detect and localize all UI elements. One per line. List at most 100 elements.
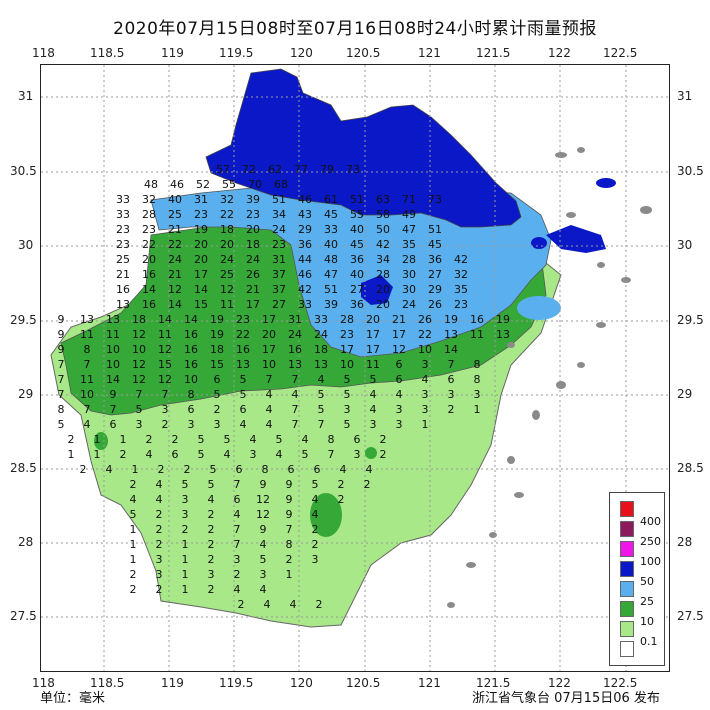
rainfall-value: 2 (338, 478, 345, 491)
rainfall-value: 9 (286, 508, 293, 521)
publisher-label: 浙江省气象台 07月15日06 发布 (472, 691, 660, 706)
rainfall-value: 2 (130, 568, 137, 581)
rainfall-value: 7 (84, 403, 91, 416)
rainfall-value: 2 (158, 463, 165, 476)
rainfall-value: 12 (158, 373, 172, 386)
rainfall-value: 17 (262, 313, 276, 326)
rainfall-value: 2 (448, 403, 455, 416)
rainfall-value: 3 (448, 388, 455, 401)
rainfall-value: 14 (194, 283, 208, 296)
rainfall-value: 24 (288, 328, 302, 341)
rainfall-value: 12 (256, 508, 270, 521)
rainfall-value: 55 (222, 178, 236, 191)
rainfall-value: 35 (454, 283, 468, 296)
rainfall-value: 25 (220, 268, 234, 281)
rainfall-value: 20 (194, 238, 208, 251)
rainfall-value: 4 (264, 598, 271, 611)
rainfall-value: 36 (428, 253, 442, 266)
rainfall-value: 2 (120, 448, 127, 461)
rainfall-value: 18 (246, 238, 260, 251)
rainfall-value: 22 (220, 208, 234, 221)
lon-label: 119.5 (219, 46, 254, 60)
rainfall-map: 57 72 62 77 79 73 48 46 52 55 70 68 33 32 40 31 32 39 51 46… (40, 64, 670, 672)
legend-label: 100 (640, 555, 661, 568)
lat-label: 27.5 (10, 609, 37, 623)
rainfall-value: 5 (208, 478, 215, 491)
rainfall-value: 48 (144, 178, 158, 191)
rainfall-value: 13 (496, 328, 510, 341)
rainfall-value: 36 (350, 298, 364, 311)
rainfall-value: 15 (194, 298, 208, 311)
rainfall-value: 68 (274, 178, 288, 191)
rainfall-value: 11 (158, 328, 172, 341)
rainfall-value: 2 (208, 583, 215, 596)
grid (41, 65, 669, 671)
lat-label: 28.5 (10, 461, 37, 475)
rainfall-value: 31 (272, 253, 286, 266)
rainfall-value: 20 (246, 223, 260, 236)
rainfall-value: 72 (242, 163, 256, 176)
rainfall-value: 24 (272, 223, 286, 236)
rainfall-value: 14 (142, 283, 156, 296)
lon-label: 121.5 (476, 676, 511, 690)
lat-label: 30 (677, 238, 693, 252)
rainfall-value: 3 (182, 508, 189, 521)
rainfall-value: 7 (136, 388, 143, 401)
rainfall-value: 13 (444, 328, 458, 341)
rainfall-value: 23 (116, 238, 130, 251)
rainfall-value: 2 (364, 478, 371, 491)
rainfall-value: 32 (220, 193, 234, 206)
rainfall-value: 9 (58, 313, 65, 326)
rainfall-value: 6 (396, 373, 403, 386)
rainfall-value: 23 (246, 208, 260, 221)
rainfall-value: 5 (182, 478, 189, 491)
rainfall-value: 37 (272, 283, 286, 296)
rainfall-value: 2 (286, 553, 293, 566)
rainfall-value: 17 (246, 298, 260, 311)
rainfall-value: 28 (402, 253, 416, 266)
rainfall-value: 70 (248, 178, 262, 191)
rainfall-value: 13 (236, 358, 250, 371)
rainfall-value: 3 (396, 418, 403, 431)
rainfall-value: 52 (196, 178, 210, 191)
rainfall-value: 25 (116, 253, 130, 266)
rainfall-value: 3 (162, 403, 169, 416)
rainfall-value: 73 (428, 193, 442, 206)
rainfall-value: 11 (470, 328, 484, 341)
rainfall-value: 43 (298, 208, 312, 221)
rainfall-value: 30 (402, 283, 416, 296)
rainfall-value: 30 (402, 268, 416, 281)
rainfall-value: 3 (188, 418, 195, 431)
rainfall-value: 4 (340, 463, 347, 476)
rainfall-value: 5 (344, 418, 351, 431)
rainfall-value: 3 (182, 493, 189, 506)
rainfall-value: 31 (194, 193, 208, 206)
rainfall-value: 36 (350, 253, 364, 266)
lon-label: 121 (418, 46, 441, 60)
rainfall-value: 46 (298, 268, 312, 281)
rainfall-value: 4 (366, 463, 373, 476)
rainfall-value: 8 (58, 403, 65, 416)
rainfall-value: 7 (292, 403, 299, 416)
rainfall-value: 2 (68, 433, 75, 446)
rainfall-value: 48 (324, 253, 338, 266)
rainfall-value: 2 (234, 568, 241, 581)
rainfall-value: 4 (234, 583, 241, 596)
rainfall-value: 6 (172, 448, 179, 461)
rainfall-value: 13 (80, 313, 94, 326)
rainfall-value: 10 (106, 358, 120, 371)
rainfall-value: 4 (396, 388, 403, 401)
rainfall-value: 5 (58, 418, 65, 431)
rainfall-value: 42 (454, 253, 468, 266)
rainfall-value: 1 (68, 448, 75, 461)
rainfall-value: 3 (422, 388, 429, 401)
rainfall-value: 17 (262, 343, 276, 356)
rainfall-value: 16 (184, 328, 198, 341)
rainfall-value: 19 (194, 223, 208, 236)
rainfall-value: 7 (58, 373, 65, 386)
rainfall-value: 7 (162, 388, 169, 401)
rainfall-value: 12 (392, 343, 406, 356)
rainfall-value: 21 (246, 283, 260, 296)
rainfall-value: 11 (80, 373, 94, 386)
rainfall-value: 4 (156, 493, 163, 506)
